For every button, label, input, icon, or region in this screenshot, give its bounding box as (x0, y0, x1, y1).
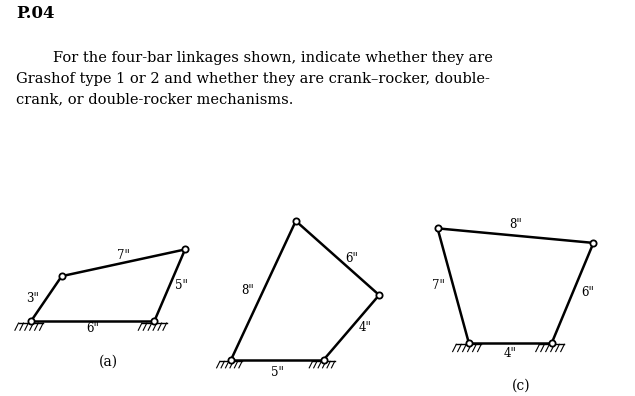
Text: 8": 8" (509, 218, 522, 231)
Text: (c): (c) (511, 379, 530, 392)
Text: 5": 5" (271, 366, 284, 379)
Text: 4": 4" (358, 321, 371, 334)
Text: 6": 6" (581, 286, 594, 299)
Text: 6": 6" (345, 251, 358, 265)
Text: 3": 3" (26, 292, 39, 305)
Text: 4": 4" (504, 347, 517, 360)
Text: 7": 7" (432, 279, 444, 292)
Text: 5": 5" (175, 279, 188, 292)
Text: P.04: P.04 (16, 6, 55, 23)
Text: (a): (a) (98, 354, 117, 368)
Text: 6": 6" (86, 322, 99, 335)
Text: For the four-bar linkages shown, indicate whether they are
Grashof type 1 or 2 a: For the four-bar linkages shown, indicat… (16, 51, 493, 106)
Text: 8": 8" (241, 284, 254, 297)
Text: 7": 7" (117, 249, 130, 263)
